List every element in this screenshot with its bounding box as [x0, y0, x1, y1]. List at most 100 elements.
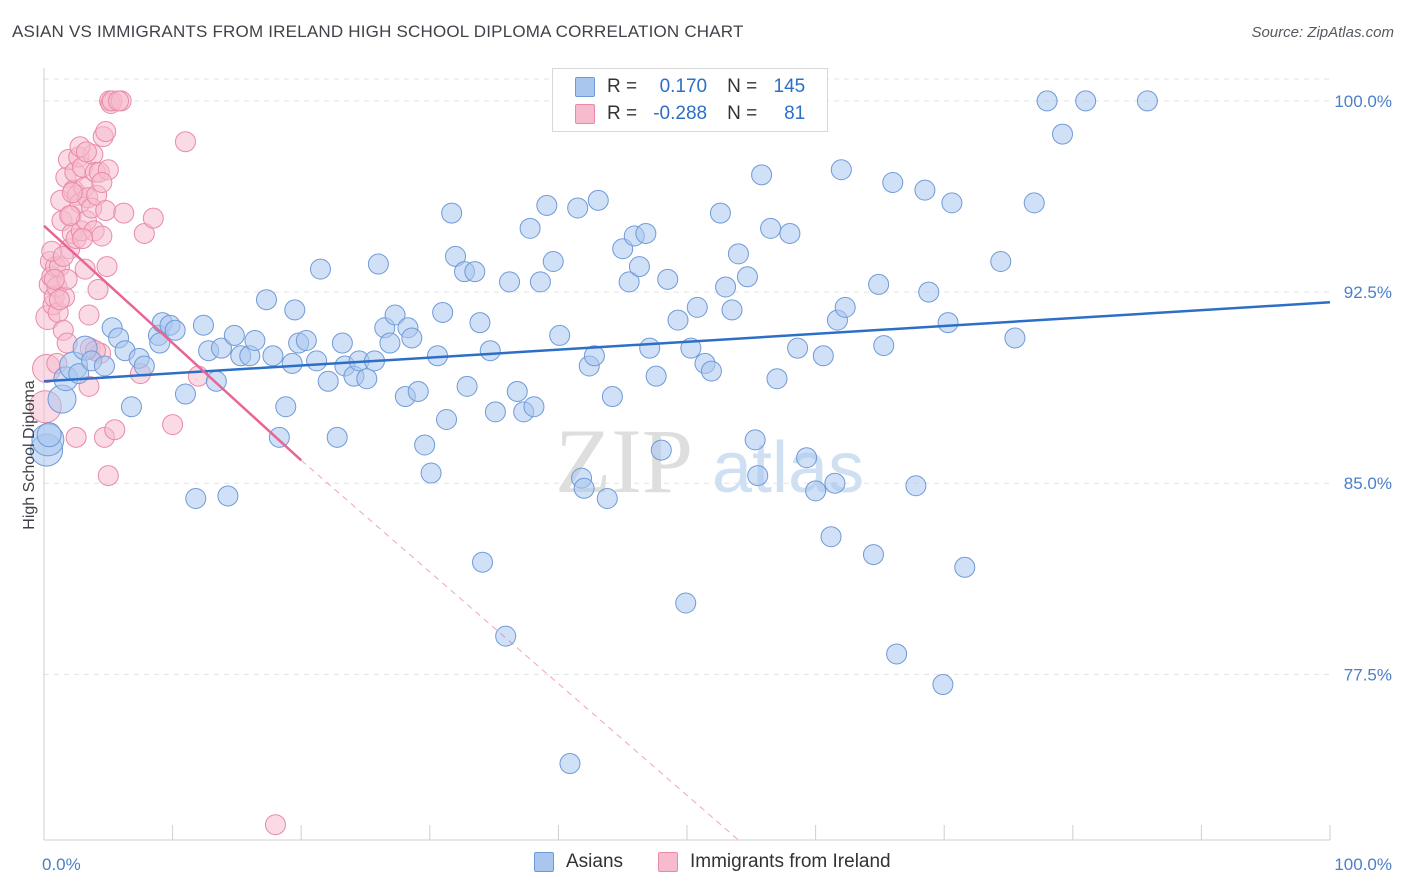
series-ireland-points: [28, 90, 286, 836]
legend-swatch-asians: [575, 77, 595, 97]
asian-point: [905, 475, 927, 497]
ireland-point: [75, 141, 97, 163]
y-tick-label: 100.0%: [1334, 92, 1392, 111]
asian-point: [675, 592, 697, 614]
asian-point: [185, 488, 207, 510]
asian-point: [667, 309, 689, 331]
asian-point: [379, 332, 401, 354]
ireland-point: [187, 365, 209, 387]
asian-point: [709, 202, 731, 224]
asian-point: [367, 253, 389, 275]
asian-point: [309, 258, 331, 280]
asian-point: [824, 472, 846, 494]
ireland-trend-line: [43, 224, 303, 462]
ireland-point: [65, 426, 87, 448]
asian-point: [506, 380, 528, 402]
ireland-point: [48, 289, 70, 311]
x-tick-label: 100.0%: [1334, 855, 1392, 874]
x-tick-label: 0.0%: [42, 855, 81, 874]
asian-point: [657, 268, 679, 290]
asian-point: [331, 332, 353, 354]
tick-labels: 100.0% 92.5% 85.0% 77.5% 0.0% 100.0%: [42, 92, 1392, 874]
ireland-point: [72, 228, 94, 250]
asian-point: [834, 296, 856, 318]
asian-point: [472, 551, 494, 573]
legend-row-asians: R = 0.170 N = 145: [575, 74, 805, 100]
asian-point: [700, 360, 722, 382]
asian-point: [384, 304, 406, 326]
asian-point: [484, 401, 506, 423]
grid-lines: [44, 78, 1330, 675]
asian-point: [1023, 192, 1045, 214]
asian-point: [536, 194, 558, 216]
asian-point: [210, 337, 232, 359]
asian-point: [519, 217, 541, 239]
asian-point: [721, 299, 743, 321]
asian-point: [747, 465, 769, 487]
asian-point: [596, 488, 618, 510]
asian-point: [255, 289, 277, 311]
asian-point: [645, 365, 667, 387]
asian-point: [941, 192, 963, 214]
asian-point: [284, 299, 306, 321]
series-asians-points: [30, 90, 1158, 775]
asian-point: [744, 429, 766, 451]
ireland-point: [162, 414, 184, 436]
asian-point: [464, 261, 486, 283]
asian-point: [766, 368, 788, 390]
asian-point: [812, 345, 834, 367]
asian-point: [120, 396, 142, 418]
asian-point: [133, 355, 155, 377]
asian-point: [796, 447, 818, 469]
ireland-point: [43, 268, 65, 290]
asian-point: [432, 301, 454, 323]
source-label: Source: ZipAtlas.com: [1251, 24, 1394, 41]
legend-n-value: 81: [784, 103, 806, 124]
asian-point: [760, 217, 782, 239]
asian-point: [174, 383, 196, 405]
asian-point: [262, 345, 284, 367]
legend-r-label: R =: [607, 76, 638, 97]
asian-point: [886, 643, 908, 665]
ireland-point: [61, 182, 83, 204]
asian-point: [244, 329, 266, 351]
watermark: ZIP atlas: [555, 410, 864, 512]
ireland-point: [97, 465, 119, 487]
asian-point: [223, 324, 245, 346]
watermark-zip: ZIP: [555, 410, 693, 512]
ireland-point: [74, 258, 96, 280]
trend-lines: [43, 224, 1331, 841]
asian-point: [401, 327, 423, 349]
asian-point: [686, 296, 708, 318]
asian-point: [990, 250, 1012, 272]
asian-point: [1052, 123, 1074, 145]
series-legend: Asians Immigrants from Ireland: [0, 851, 1406, 879]
asian-point: [805, 480, 827, 502]
legend-r-value: -0.288: [653, 103, 708, 124]
asian-point: [628, 256, 650, 278]
asian-point: [499, 271, 521, 293]
asian-point: [918, 281, 940, 303]
legend-n-label: N =: [727, 103, 758, 124]
asian-point: [1004, 327, 1026, 349]
asian-point: [36, 422, 62, 448]
asian-point: [862, 544, 884, 566]
legend-r-label: R =: [607, 103, 638, 124]
asian-point: [495, 625, 517, 647]
asian-point: [567, 197, 589, 219]
ireland-point: [91, 225, 113, 247]
ireland-point: [95, 121, 117, 143]
asian-point: [356, 368, 378, 390]
asian-point: [420, 462, 442, 484]
ireland-point: [78, 304, 100, 326]
asian-point: [583, 345, 605, 367]
asian-point: [192, 314, 214, 336]
asian-point: [436, 408, 458, 430]
asian-point: [954, 556, 976, 578]
ireland-point: [95, 200, 117, 222]
asian-point: [914, 179, 936, 201]
asian-point: [1136, 90, 1158, 112]
asian-point: [414, 434, 436, 456]
asian-point: [542, 250, 564, 272]
